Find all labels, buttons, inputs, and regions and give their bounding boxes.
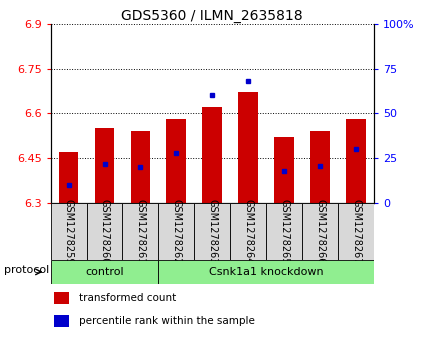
Bar: [55, 292, 70, 305]
Text: control: control: [85, 267, 124, 277]
Bar: [194, 203, 230, 260]
Text: GSM1278263: GSM1278263: [207, 199, 217, 264]
Bar: [131, 131, 150, 203]
Text: GSM1278267: GSM1278267: [351, 199, 361, 264]
Bar: [158, 203, 194, 260]
Text: GSM1278262: GSM1278262: [171, 199, 181, 264]
Bar: [55, 315, 70, 327]
Bar: [338, 203, 374, 260]
Bar: [122, 203, 158, 260]
Bar: [95, 129, 114, 203]
Text: GSM1278266: GSM1278266: [315, 199, 325, 264]
Bar: [87, 203, 122, 260]
Bar: [51, 203, 87, 260]
Bar: [266, 203, 302, 260]
Bar: [302, 203, 338, 260]
Text: GSM1278259: GSM1278259: [63, 199, 73, 264]
Bar: [274, 138, 294, 203]
Bar: [166, 119, 186, 203]
Bar: [202, 107, 222, 203]
Title: GDS5360 / ILMN_2635818: GDS5360 / ILMN_2635818: [121, 9, 303, 23]
Text: percentile rank within the sample: percentile rank within the sample: [79, 316, 254, 326]
Text: GSM1278260: GSM1278260: [99, 199, 110, 264]
Text: GSM1278261: GSM1278261: [136, 199, 146, 264]
Text: GSM1278265: GSM1278265: [279, 199, 289, 264]
Bar: [59, 152, 78, 203]
Text: GSM1278264: GSM1278264: [243, 199, 253, 264]
Bar: [310, 131, 330, 203]
Bar: [158, 260, 374, 284]
Text: Csnk1a1 knockdown: Csnk1a1 knockdown: [209, 267, 323, 277]
Bar: [230, 203, 266, 260]
Bar: [51, 260, 158, 284]
Bar: [238, 93, 258, 203]
Text: transformed count: transformed count: [79, 293, 176, 303]
Bar: [346, 119, 366, 203]
Text: protocol: protocol: [4, 265, 49, 275]
